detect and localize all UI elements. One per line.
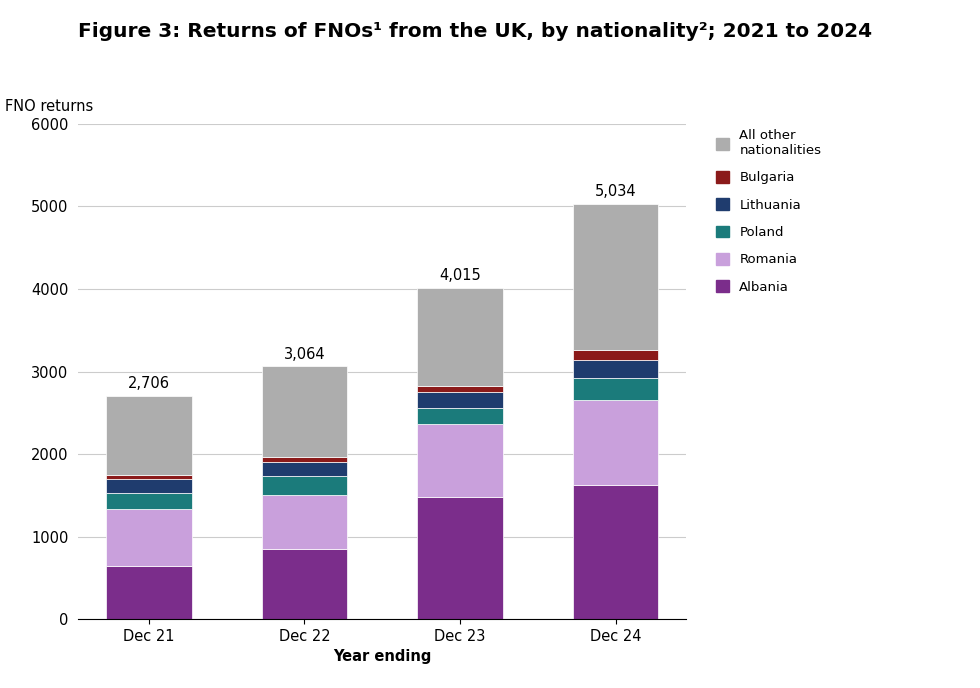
- Bar: [106, 396, 192, 475]
- X-axis label: Year ending: Year ending: [333, 649, 431, 665]
- Bar: [106, 566, 192, 619]
- Bar: [262, 495, 347, 549]
- Bar: [572, 350, 659, 361]
- Bar: [106, 509, 192, 566]
- Text: FNO returns: FNO returns: [6, 99, 94, 114]
- Bar: [262, 549, 347, 619]
- Bar: [417, 497, 503, 619]
- Bar: [572, 486, 659, 619]
- Text: 2,706: 2,706: [127, 376, 170, 391]
- Bar: [417, 391, 503, 408]
- Bar: [417, 408, 503, 424]
- Bar: [262, 462, 347, 476]
- Legend: All other
nationalities, Bulgaria, Lithuania, Poland, Romania, Albania: All other nationalities, Bulgaria, Lithu…: [710, 124, 826, 299]
- Bar: [572, 378, 659, 400]
- Bar: [262, 366, 347, 458]
- Bar: [417, 288, 503, 385]
- Text: Figure 3: Returns of FNOs¹ from the UK, by nationality²; 2021 to 2024: Figure 3: Returns of FNOs¹ from the UK, …: [78, 22, 872, 41]
- Bar: [572, 361, 659, 378]
- Bar: [572, 400, 659, 486]
- Bar: [106, 493, 192, 509]
- Bar: [262, 458, 347, 462]
- Bar: [417, 385, 503, 391]
- Text: 5,034: 5,034: [595, 184, 636, 199]
- Text: 4,015: 4,015: [439, 268, 481, 283]
- Bar: [572, 204, 659, 350]
- Bar: [262, 476, 347, 495]
- Bar: [106, 479, 192, 493]
- Text: 3,064: 3,064: [283, 347, 325, 362]
- Bar: [106, 475, 192, 479]
- Bar: [417, 424, 503, 497]
